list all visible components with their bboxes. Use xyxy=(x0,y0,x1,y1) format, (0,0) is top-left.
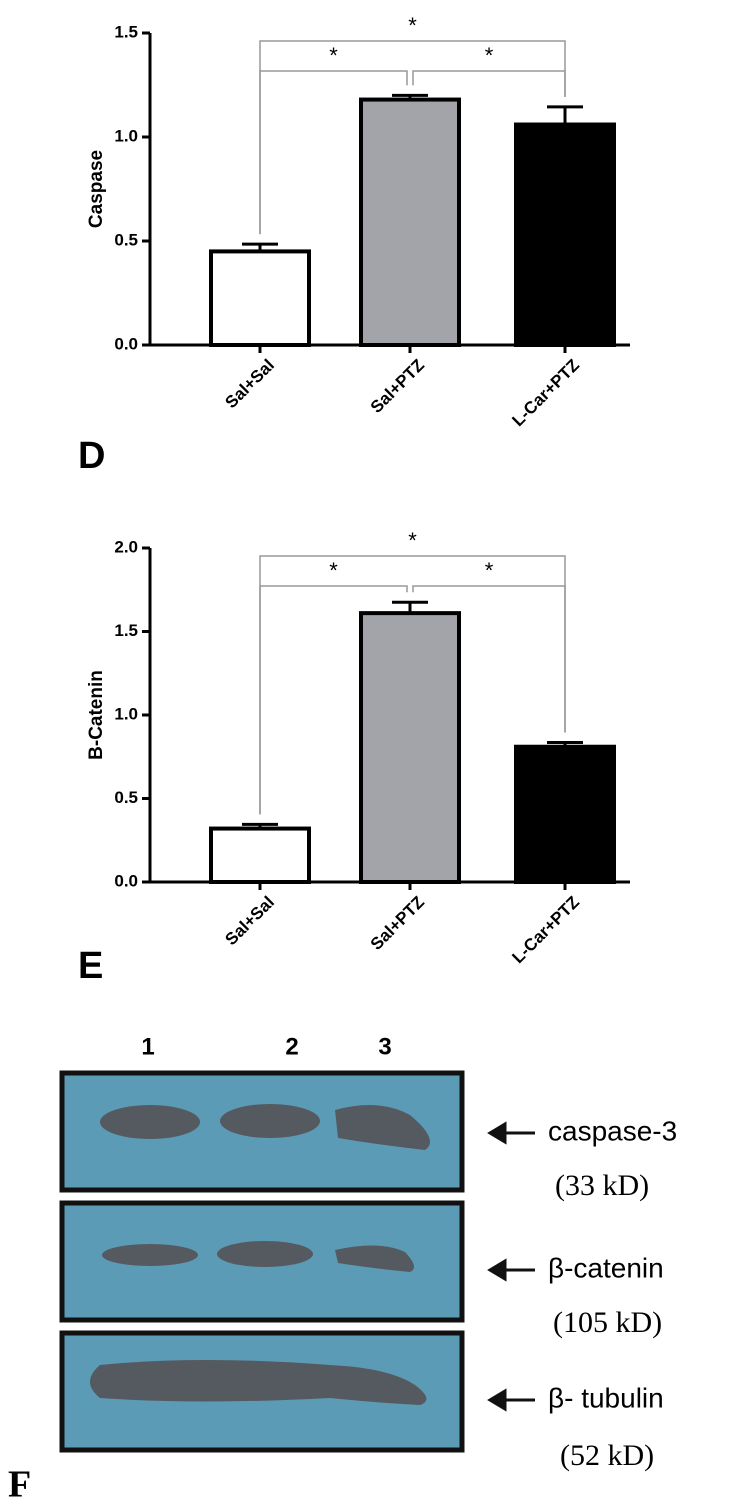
y-tick-label: 1.0 xyxy=(114,704,138,723)
significance-bracket xyxy=(412,70,566,97)
band xyxy=(102,1244,198,1266)
significance-label: * xyxy=(408,528,417,553)
y-tick-label: 1.5 xyxy=(114,22,138,41)
band-size: (33 kD) xyxy=(555,1169,649,1202)
band-size: (105 kD) xyxy=(553,1306,662,1339)
panel-label: D xyxy=(78,435,105,477)
panel-label: E xyxy=(78,945,103,987)
panel-label: F xyxy=(8,1464,31,1506)
x-tick-label: Sal+Sal xyxy=(221,893,278,950)
y-tick-label: 0.0 xyxy=(114,334,138,353)
bar xyxy=(209,249,311,347)
y-tick-label: 2.0 xyxy=(114,537,138,556)
band xyxy=(217,1241,313,1267)
bar xyxy=(514,122,616,347)
band-name: β- tubulin xyxy=(548,1382,664,1413)
y-axis-label: Caspase xyxy=(86,150,107,228)
band-name: caspase-3 xyxy=(548,1115,677,1146)
y-tick-label: 0.0 xyxy=(114,871,138,890)
y-axis-label: B-Catenin xyxy=(86,670,107,760)
y-tick-label: 1.5 xyxy=(114,621,138,640)
x-tick-label: Sal+PTZ xyxy=(367,893,428,954)
significance-label: * xyxy=(408,13,417,38)
significance-bracket xyxy=(259,40,566,235)
arrow xyxy=(487,1121,535,1412)
y-tick-label: 1.0 xyxy=(114,126,138,145)
lane-label: 2 xyxy=(285,1033,298,1060)
significance-bracket xyxy=(259,555,566,815)
significance-label: * xyxy=(329,558,338,583)
band xyxy=(220,1104,320,1138)
bar xyxy=(359,97,461,347)
bar xyxy=(514,744,616,884)
band xyxy=(100,1105,200,1139)
y-tick-label: 0.5 xyxy=(114,230,138,249)
significance-label: * xyxy=(485,558,494,583)
x-tick-label: Sal+Sal xyxy=(221,356,278,413)
significance-label: * xyxy=(485,43,494,68)
x-tick-label: L-Car+PTZ xyxy=(508,356,583,431)
bar xyxy=(359,611,461,884)
band xyxy=(335,1245,414,1272)
western-blot: 1 2 3 caspase-3 (33 kD) β-catenin (105 k… xyxy=(8,1033,677,1505)
x-tick-label: L-Car+PTZ xyxy=(508,893,583,968)
band xyxy=(90,1360,427,1405)
x-tick-label: Sal+PTZ xyxy=(367,356,428,417)
bar xyxy=(209,826,311,884)
significance-label: * xyxy=(329,43,338,68)
band-name: β-catenin xyxy=(548,1252,664,1283)
band xyxy=(335,1105,430,1150)
lane-label: 3 xyxy=(378,1033,391,1060)
lane-label: 1 xyxy=(141,1033,154,1060)
y-tick-label: 0.5 xyxy=(114,788,138,807)
band-size: (52 kD) xyxy=(560,1439,654,1472)
